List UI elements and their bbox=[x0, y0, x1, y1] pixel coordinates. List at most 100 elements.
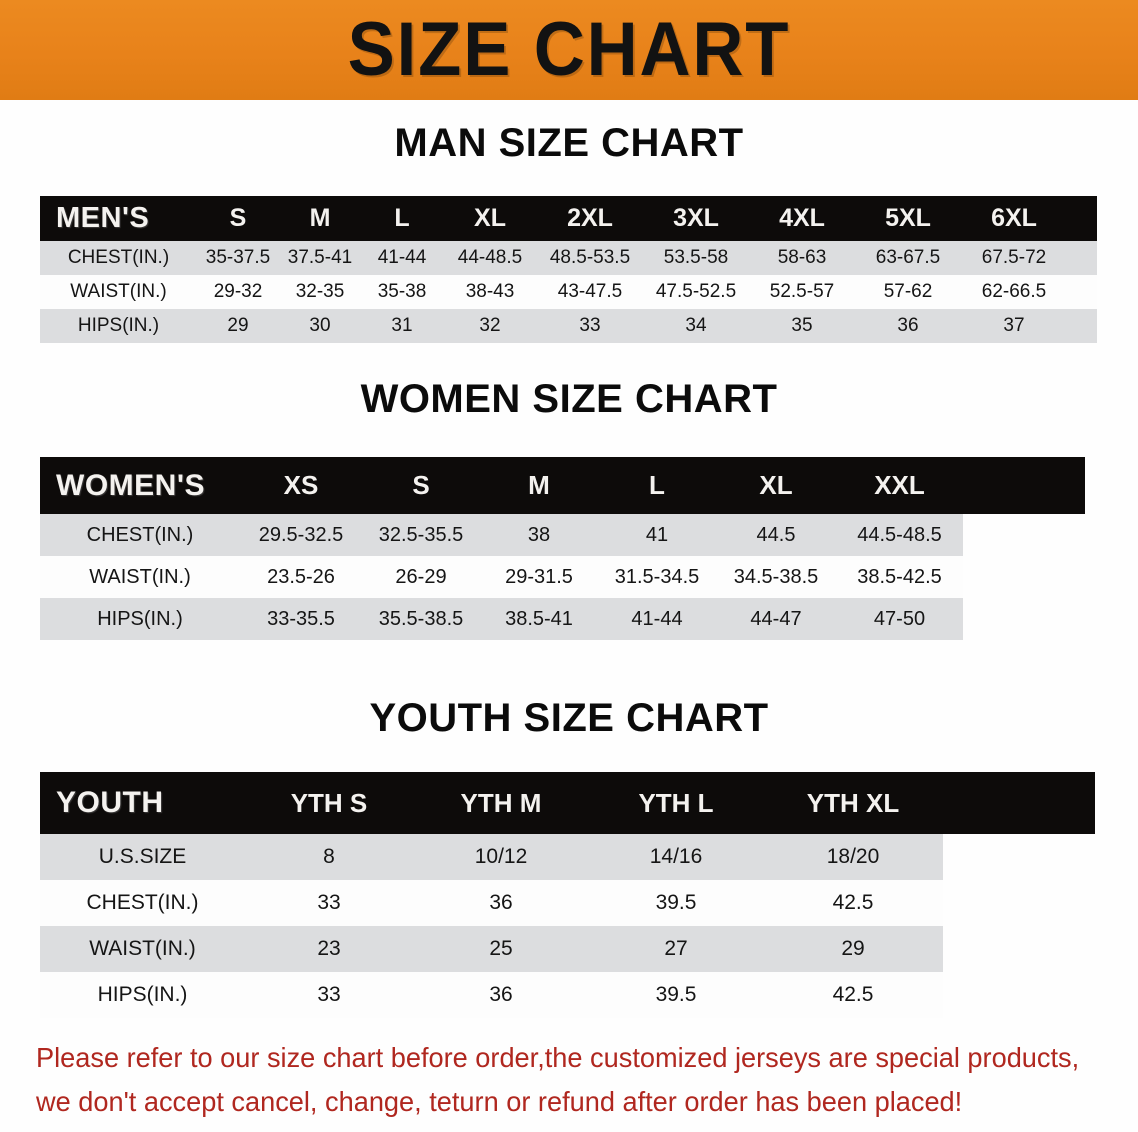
table-cell: 32-35 bbox=[279, 275, 361, 309]
table-cell: 18/20 bbox=[763, 834, 943, 880]
row-label: WAIST(IN.) bbox=[40, 926, 245, 972]
table-corner-label: WOMEN'S bbox=[40, 457, 240, 514]
table-cell: 43-47.5 bbox=[537, 275, 643, 309]
column-header-5: 2XL bbox=[537, 196, 643, 241]
table-cell: 35-37.5 bbox=[197, 241, 279, 275]
column-header-8: 5XL bbox=[855, 196, 961, 241]
column-header-2: YTH M bbox=[413, 772, 589, 834]
man-size-table-wrap: MEN'S S M L XL 2XL 3XL 4XL 5XL 6XL CHEST(IN.) 35-37… bbox=[40, 196, 1097, 343]
footer-line-1: Please refer to our size chart before or… bbox=[36, 1042, 1080, 1073]
table-cell: 29-31.5 bbox=[480, 556, 598, 598]
table-cell: 29-32 bbox=[197, 275, 279, 309]
page-banner: SIZE CHART bbox=[0, 0, 1138, 100]
table-row: HIPS(IN.) 29 30 31 32 33 34 35 36 37 bbox=[40, 309, 1097, 343]
table-cell-spacer bbox=[943, 834, 1095, 880]
table-header-row: MEN'S S M L XL 2XL 3XL 4XL 5XL 6XL bbox=[40, 196, 1097, 241]
table-cell: 23.5-26 bbox=[240, 556, 362, 598]
table-header-row: YOUTH YTH S YTH M YTH L YTH XL bbox=[40, 772, 1095, 834]
table-cell: 31.5-34.5 bbox=[598, 556, 716, 598]
table-row: U.S.SIZE 8 10/12 14/16 18/20 bbox=[40, 834, 1095, 880]
table-cell: 47.5-52.5 bbox=[643, 275, 749, 309]
column-header-1: YTH S bbox=[245, 772, 413, 834]
table-cell: 42.5 bbox=[763, 880, 943, 926]
table-cell: 26-29 bbox=[362, 556, 480, 598]
column-header-2: M bbox=[279, 196, 361, 241]
table-cell-spacer bbox=[943, 972, 1095, 1018]
table-cell: 29 bbox=[197, 309, 279, 343]
table-cell: 35 bbox=[749, 309, 855, 343]
table-cell: 33 bbox=[537, 309, 643, 343]
table-cell: 29 bbox=[763, 926, 943, 972]
footer-disclaimer: Please refer to our size chart before or… bbox=[36, 1036, 1080, 1124]
table-cell: 52.5-57 bbox=[749, 275, 855, 309]
table-cell: 62-66.5 bbox=[961, 275, 1067, 309]
women-section-title: WOMEN SIZE CHART bbox=[360, 377, 778, 421]
row-label: U.S.SIZE bbox=[40, 834, 245, 880]
table-cell: 36 bbox=[413, 880, 589, 926]
table-cell: 33-35.5 bbox=[240, 598, 362, 640]
row-label: HIPS(IN.) bbox=[40, 309, 197, 343]
table-cell: 58-63 bbox=[749, 241, 855, 275]
table-cell: 33 bbox=[245, 972, 413, 1018]
youth-size-table-wrap: YOUTH YTH S YTH M YTH L YTH XL U.S.SIZE 8 10/12… bbox=[40, 772, 1095, 1018]
table-corner-label: MEN'S bbox=[40, 196, 197, 241]
table-cell-spacer bbox=[1067, 309, 1097, 343]
table-cell: 31 bbox=[361, 309, 443, 343]
column-header-1: XS bbox=[240, 457, 362, 514]
column-header-7: 4XL bbox=[749, 196, 855, 241]
man-section-title: MAN SIZE CHART bbox=[394, 121, 744, 165]
table-cell-spacer bbox=[963, 556, 1085, 598]
column-header-3: L bbox=[361, 196, 443, 241]
table-cell: 23 bbox=[245, 926, 413, 972]
footer-line-2: we don't accept cancel, change, teturn o… bbox=[36, 1086, 963, 1117]
table-cell: 41 bbox=[598, 514, 716, 556]
table-cell: 37.5-41 bbox=[279, 241, 361, 275]
table-cell: 30 bbox=[279, 309, 361, 343]
table-row: CHEST(IN.) 29.5-32.5 32.5-35.5 38 41 44.5 44.5… bbox=[40, 514, 1085, 556]
column-header-9: 6XL bbox=[961, 196, 1067, 241]
table-cell: 38 bbox=[480, 514, 598, 556]
table-cell-spacer bbox=[943, 880, 1095, 926]
table-cell: 29.5-32.5 bbox=[240, 514, 362, 556]
row-label: HIPS(IN.) bbox=[40, 972, 245, 1018]
table-cell: 10/12 bbox=[413, 834, 589, 880]
table-row: WAIST(IN.) 23 25 27 29 bbox=[40, 926, 1095, 972]
column-header-2: S bbox=[362, 457, 480, 514]
table-cell: 39.5 bbox=[589, 972, 763, 1018]
man-size-table: MEN'S S M L XL 2XL 3XL 4XL 5XL 6XL CHEST(IN.) 35-37… bbox=[40, 196, 1097, 343]
table-cell: 14/16 bbox=[589, 834, 763, 880]
row-label: CHEST(IN.) bbox=[40, 241, 197, 275]
column-header-4: XL bbox=[443, 196, 537, 241]
table-cell: 67.5-72 bbox=[961, 241, 1067, 275]
table-cell: 41-44 bbox=[361, 241, 443, 275]
table-cell: 44.5-48.5 bbox=[836, 514, 963, 556]
table-cell: 39.5 bbox=[589, 880, 763, 926]
table-cell: 42.5 bbox=[763, 972, 943, 1018]
table-header-row: WOMEN'S XS S M L XL XXL bbox=[40, 457, 1085, 514]
table-cell-spacer bbox=[943, 926, 1095, 972]
table-cell: 33 bbox=[245, 880, 413, 926]
table-cell: 8 bbox=[245, 834, 413, 880]
table-cell: 38.5-42.5 bbox=[836, 556, 963, 598]
column-header-3: YTH L bbox=[589, 772, 763, 834]
table-cell: 35-38 bbox=[361, 275, 443, 309]
column-header-4: YTH XL bbox=[763, 772, 943, 834]
table-corner-label: YOUTH bbox=[40, 772, 245, 834]
row-label: WAIST(IN.) bbox=[40, 556, 240, 598]
row-label: CHEST(IN.) bbox=[40, 880, 245, 926]
table-cell-spacer bbox=[963, 514, 1085, 556]
youth-size-table: YOUTH YTH S YTH M YTH L YTH XL U.S.SIZE 8 10/12… bbox=[40, 772, 1095, 1018]
table-row: WAIST(IN.) 23.5-26 26-29 29-31.5 31.5-34.5 34… bbox=[40, 556, 1085, 598]
column-header-1: S bbox=[197, 196, 279, 241]
table-row: HIPS(IN.) 33 36 39.5 42.5 bbox=[40, 972, 1095, 1018]
women-size-table-wrap: WOMEN'S XS S M L XL XXL CHEST(IN.) 29.5-32.5 32.5… bbox=[40, 457, 1085, 640]
table-cell: 57-62 bbox=[855, 275, 961, 309]
table-cell: 36 bbox=[413, 972, 589, 1018]
table-cell: 47-50 bbox=[836, 598, 963, 640]
table-row: HIPS(IN.) 33-35.5 35.5-38.5 38.5-41 41-44 44-… bbox=[40, 598, 1085, 640]
table-cell: 53.5-58 bbox=[643, 241, 749, 275]
table-cell: 35.5-38.5 bbox=[362, 598, 480, 640]
row-label: HIPS(IN.) bbox=[40, 598, 240, 640]
banner-title: SIZE CHART bbox=[347, 7, 791, 92]
